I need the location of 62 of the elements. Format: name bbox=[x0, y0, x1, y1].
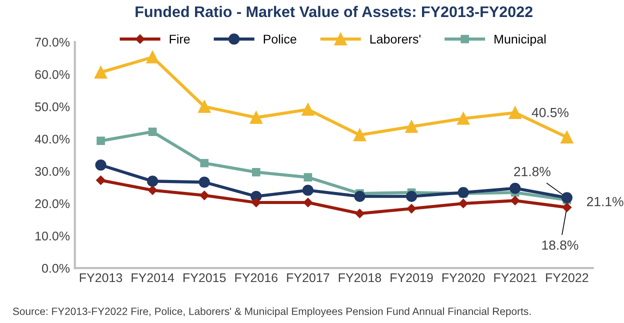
x-tick-label: FY2019 bbox=[390, 273, 433, 282]
y-tick-label: 10.0% bbox=[36, 232, 70, 240]
point bbox=[200, 158, 209, 168]
point bbox=[250, 111, 262, 124]
legend-label: Laborers' bbox=[370, 34, 420, 44]
x-tick-label: FY2015 bbox=[183, 273, 226, 282]
point bbox=[510, 182, 521, 194]
point bbox=[198, 100, 211, 113]
source-note: Source: FY2013-FY2022 Fire, Police, Laborers' & Municipal Employees Pension Fund Annual Financial Reports. bbox=[12, 307, 531, 318]
x-tick-label: FY2018 bbox=[338, 273, 382, 282]
chart-title: Funded Ratio - Market Value of Assets: FY2013-FY2022 bbox=[136, 6, 532, 18]
y-tick-label: 60.0% bbox=[35, 70, 70, 79]
x-tick-label: FY2014 bbox=[132, 273, 174, 282]
x-tick-label: FY2013 bbox=[80, 273, 122, 282]
y-tick-label: 20.0% bbox=[35, 199, 70, 208]
point bbox=[406, 190, 418, 202]
legend-label: Municipal bbox=[494, 34, 546, 46]
point bbox=[457, 112, 470, 125]
x-tick-label: FY2017 bbox=[287, 273, 330, 282]
x-tick-label: FY2022 bbox=[546, 273, 588, 282]
point bbox=[405, 120, 418, 133]
annotation: 21.1% bbox=[587, 196, 624, 206]
point bbox=[146, 50, 159, 64]
y-tick-label: 70.0% bbox=[35, 38, 70, 47]
annotation: 21.8% bbox=[514, 166, 550, 176]
point bbox=[458, 198, 468, 208]
point bbox=[148, 186, 158, 195]
point bbox=[510, 196, 520, 206]
point bbox=[252, 168, 260, 176]
point bbox=[562, 202, 572, 212]
point bbox=[198, 176, 210, 188]
legend-label: Police bbox=[264, 34, 296, 44]
point bbox=[200, 190, 209, 200]
y-tick-label: 40.0% bbox=[34, 134, 70, 144]
point bbox=[561, 192, 572, 204]
point bbox=[148, 128, 157, 136]
point bbox=[354, 190, 366, 202]
point bbox=[303, 198, 313, 208]
point bbox=[560, 131, 574, 144]
point bbox=[458, 186, 469, 198]
point bbox=[355, 208, 364, 218]
legend-label: Fire bbox=[170, 34, 190, 44]
y-tick-label: 50.0% bbox=[35, 102, 70, 112]
annotation: 40.5% bbox=[532, 108, 568, 118]
x-tick-label: FY2021 bbox=[494, 273, 536, 282]
point bbox=[147, 176, 158, 187]
point bbox=[95, 159, 106, 171]
point bbox=[96, 176, 106, 185]
y-tick-label: 0.0% bbox=[42, 264, 70, 273]
point bbox=[406, 204, 416, 214]
annotation: 18.8% bbox=[542, 240, 578, 250]
point bbox=[252, 198, 261, 208]
point bbox=[96, 136, 105, 145]
x-tick-label: FY2016 bbox=[235, 273, 278, 282]
point bbox=[508, 106, 522, 119]
x-tick-label: FY2020 bbox=[442, 273, 485, 282]
point bbox=[304, 173, 312, 182]
point bbox=[302, 103, 314, 116]
y-tick-label: 30.0% bbox=[35, 166, 70, 176]
point bbox=[353, 128, 366, 142]
point bbox=[302, 184, 314, 196]
point bbox=[94, 66, 108, 79]
